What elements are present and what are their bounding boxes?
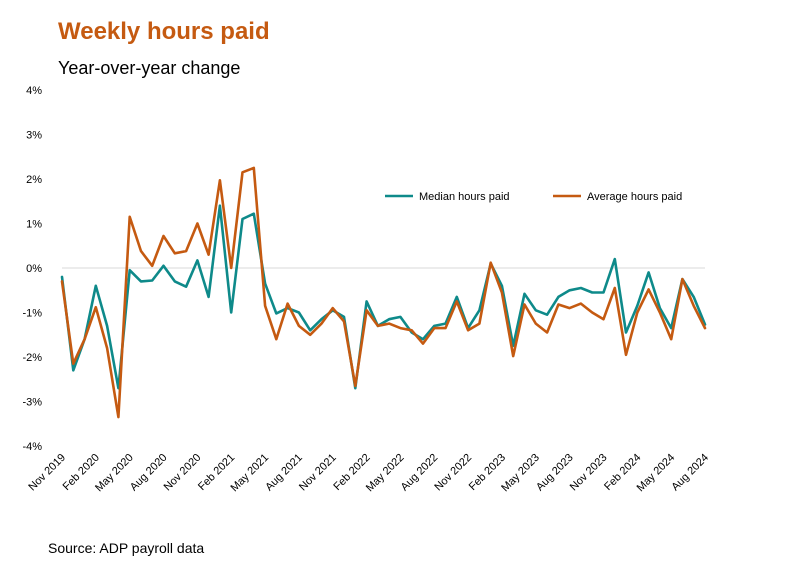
y-tick-label: 0% <box>26 263 42 275</box>
x-tick-label: Nov 2023 <box>568 452 610 494</box>
series-layer <box>60 166 707 419</box>
y-tick-label: -4% <box>22 441 42 453</box>
x-tick-label: Nov 2020 <box>162 452 204 494</box>
y-tick-label: 2% <box>26 174 42 186</box>
source-note: Source: ADP payroll data <box>48 540 205 556</box>
chart-subtitle: Year-over-year change <box>58 58 241 78</box>
y-tick-label: 3% <box>26 130 42 142</box>
series-line-average <box>60 166 707 419</box>
legend: Median hours paid Average hours paid <box>385 191 682 203</box>
y-axis: 4% 3% 2% 1% 0% -1% -2% -3% -4% <box>22 85 42 453</box>
y-tick-label: -1% <box>22 308 42 320</box>
x-tick-label: Aug 2024 <box>669 452 711 494</box>
y-tick-label: -3% <box>22 397 42 409</box>
y-tick-label: 4% <box>26 85 42 97</box>
legend-label: Average hours paid <box>587 191 682 203</box>
legend-label: Median hours paid <box>419 191 510 203</box>
y-tick-label: -2% <box>22 352 42 364</box>
y-tick-label: 1% <box>26 219 42 231</box>
x-tick-label: Nov 2021 <box>297 452 339 494</box>
series-line-median <box>60 204 707 390</box>
chart-title: Weekly hours paid <box>58 18 270 45</box>
